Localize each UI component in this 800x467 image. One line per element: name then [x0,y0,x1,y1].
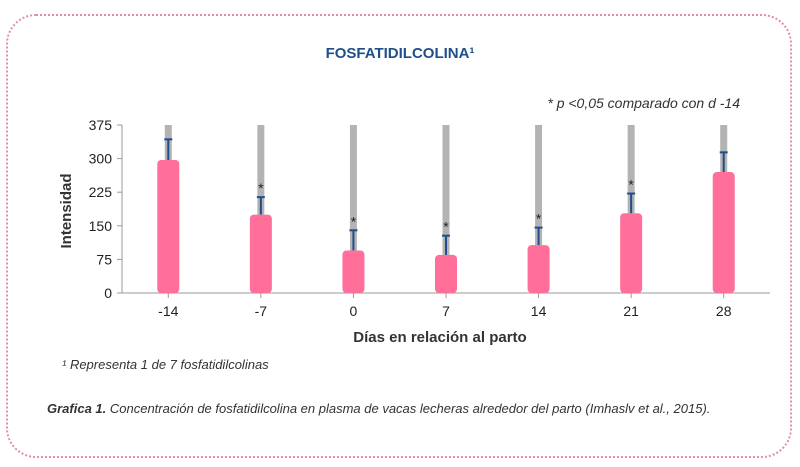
significance-marker: * [443,219,449,235]
y-tick-label: 375 [89,117,113,133]
plot-area: 0 75 150 225 300 375 -14 -7 * 0 * 7 * 14 * 21 * 28 [89,117,770,319]
y-tick-label: 300 [89,151,113,167]
caption-label: Grafica 1. [47,401,107,416]
x-tick-label: 7 [442,303,450,319]
chart-frame [6,14,792,458]
x-axis-label: Días en relación al parto [353,329,526,346]
x-tick-label: 21 [623,303,639,319]
chart-title: FOSFATIDILCOLINA¹ [326,45,475,62]
y-tick-label: 75 [96,251,112,267]
footnote: ¹ Representa 1 de 7 fosfatidilcolinas [62,357,269,372]
significance-marker: * [536,211,542,227]
x-tick-label: 0 [350,303,358,319]
value-bar [435,254,457,293]
x-tick-label: -14 [158,303,178,319]
x-tick-label: 14 [531,303,547,319]
value-bar [620,213,643,293]
value-bar [712,172,735,293]
value-bar [157,159,180,293]
value-bar [342,250,365,293]
x-tick-label: 28 [716,303,732,319]
caption-text: Concentración de fosfatidilcolina en pla… [106,401,711,416]
significance-marker: * [351,213,357,229]
y-tick-label: 225 [89,184,113,200]
y-tick-label: 0 [104,285,112,301]
x-tick-label: -7 [255,303,268,319]
significance-note: * p <0,05 comparado con d -14 [547,95,740,111]
figure-caption: Grafica 1. Concentración de fosfatidilco… [47,401,710,416]
y-tick-label: 150 [89,218,113,234]
value-bar [527,245,550,293]
y-axis-label: Intensidad [58,173,75,248]
significance-marker: * [628,177,634,193]
significance-marker: * [258,180,264,196]
value-bar [249,214,272,293]
